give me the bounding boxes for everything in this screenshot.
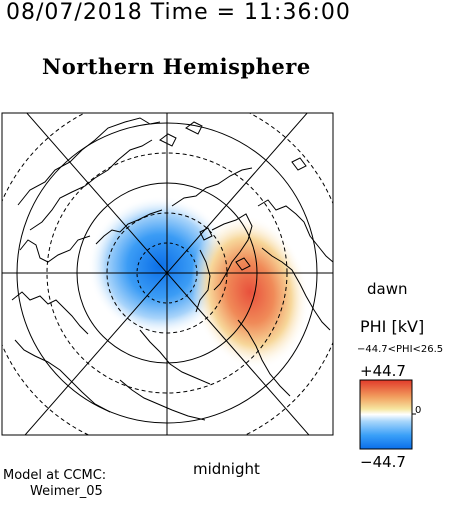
model-credit-line2: Weimer_05	[30, 484, 103, 499]
model-credit-line1: Model at CCMC:	[3, 468, 107, 483]
positive-potential-cell	[190, 214, 310, 370]
hemisphere-title: Northern Hemisphere	[42, 54, 311, 79]
map-frame	[1, 112, 334, 436]
timestamp-title: 08/07/2018 Time = 11:36:00	[6, 0, 351, 25]
colorbar-range: −44.7<PHI<26.5	[357, 344, 444, 355]
colorbar	[359, 379, 416, 450]
meridian-diagonal-2	[24, 113, 308, 435]
midnight-label: midnight	[193, 460, 260, 478]
colorbar-min-label: −44.7	[360, 453, 406, 471]
colorbar-title: PHI [kV]	[360, 317, 425, 336]
colorbar-gradient	[359, 379, 413, 450]
polar-grid	[1, 112, 334, 436]
dawn-label: dawn	[367, 280, 408, 298]
coastlines	[11, 117, 333, 421]
colorbar-max-label: +44.7	[360, 362, 406, 380]
colorbar-zero-label: 0	[415, 405, 422, 416]
